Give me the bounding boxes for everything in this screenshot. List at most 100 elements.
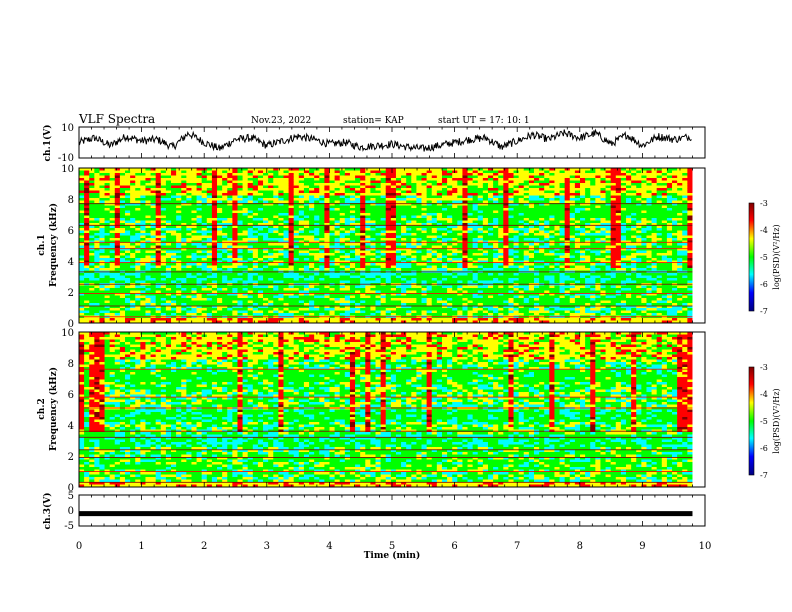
spectrogram-cell xyxy=(278,278,284,281)
spectrogram-cell xyxy=(472,250,479,254)
spectrogram-cell xyxy=(314,225,320,229)
spectrogram-cell xyxy=(411,220,417,224)
spectrogram-cell xyxy=(355,305,361,309)
spectrogram-cell xyxy=(421,308,428,311)
spectrogram-cell xyxy=(355,213,361,216)
spectrogram-cell xyxy=(395,288,402,291)
spectrogram-cell xyxy=(94,178,100,181)
spectrogram-cell xyxy=(298,290,305,294)
spectrogram-cell xyxy=(303,263,310,266)
spectrogram-cell xyxy=(263,190,269,194)
spectrogram-cell xyxy=(467,278,474,281)
spectrogram-cell xyxy=(114,233,121,236)
spectrogram-cell xyxy=(324,183,330,186)
spectrogram-cell xyxy=(293,248,300,251)
spectrogram-cell xyxy=(252,203,259,206)
spectrogram-cell xyxy=(309,198,315,201)
spectrogram-cell xyxy=(385,273,392,276)
spectrogram-cell xyxy=(89,265,95,269)
spectrogram-cell xyxy=(380,168,387,171)
spectrogram-cell xyxy=(268,180,274,184)
spectrogram-cell xyxy=(99,233,105,236)
spectrogram-cell xyxy=(436,203,443,206)
spectrogram-cell xyxy=(140,168,146,171)
spectrogram-cell xyxy=(104,208,111,211)
spectrogram-cell xyxy=(140,170,146,174)
spectrogram-cell xyxy=(436,313,443,316)
spectrogram-cell xyxy=(222,310,228,314)
spectrogram-cell xyxy=(426,170,433,174)
spectrogram-cell xyxy=(462,190,468,194)
spectrogram-cell xyxy=(227,193,233,196)
spectrogram-cell xyxy=(395,320,402,324)
spectrogram-cell xyxy=(217,253,223,256)
spectrogram-cell xyxy=(365,175,371,179)
spectrogram-cell xyxy=(283,260,289,264)
spectrogram-cell xyxy=(339,200,346,204)
spectrogram-cell xyxy=(94,295,100,299)
spectrogram-cell xyxy=(303,228,310,231)
spectrogram-cell xyxy=(201,265,208,269)
spectrogram-cell xyxy=(165,175,172,179)
spectrogram-cell xyxy=(329,280,336,284)
spectrogram-cell xyxy=(477,200,484,204)
spectrogram-cell xyxy=(242,233,249,236)
spectrogram-cell xyxy=(339,248,346,251)
spectrogram-cell xyxy=(257,243,264,246)
spectrogram-cell xyxy=(380,275,387,279)
spectrogram-cell xyxy=(89,225,95,229)
spectrogram-cell xyxy=(421,245,428,249)
spectrogram-cell xyxy=(360,245,366,249)
spectrogram-cell xyxy=(145,210,151,214)
spectrogram-cell xyxy=(109,300,116,304)
spectrogram-cell xyxy=(303,203,310,206)
spectrogram-cell xyxy=(135,195,141,199)
spectrogram-cell xyxy=(329,223,336,226)
spectrogram-cell xyxy=(431,248,438,251)
spectrogram-cell xyxy=(314,238,320,241)
spectrogram-cell xyxy=(130,183,136,186)
spectrogram-cell xyxy=(467,218,474,221)
spectrogram-cell xyxy=(242,318,249,321)
spectrogram-cell xyxy=(160,170,167,174)
spectrogram-cell xyxy=(84,265,90,269)
spectrogram-cell xyxy=(390,250,397,254)
spectrogram-cell xyxy=(380,230,387,234)
spectrogram-cell xyxy=(165,260,172,264)
spectrogram-cell xyxy=(140,293,146,296)
spectrogram-cell xyxy=(293,225,300,229)
spectrogram-cell xyxy=(365,210,371,214)
spectrogram-cell xyxy=(273,258,279,261)
spectrogram-cell xyxy=(94,290,100,294)
spectrogram-cell xyxy=(329,308,336,311)
spectrogram-cell xyxy=(99,313,105,316)
spectrogram-cell xyxy=(334,218,341,221)
spectrogram-cell xyxy=(227,250,233,254)
spectrogram-cell xyxy=(114,173,121,176)
spectrogram-cell xyxy=(385,185,392,189)
spectrogram-cell xyxy=(477,175,484,179)
spectrogram-cell xyxy=(411,318,417,321)
spectrogram-cell xyxy=(191,243,197,246)
spectrogram-cell xyxy=(441,303,448,306)
spectrogram-cell xyxy=(339,218,346,221)
spectrogram-cell xyxy=(176,210,182,214)
spectrogram-cell xyxy=(360,320,366,324)
spectrogram-cell xyxy=(395,293,402,296)
spectrogram-cell xyxy=(370,185,376,189)
spectrogram-cell xyxy=(201,313,208,316)
spectrogram-cell xyxy=(191,223,197,226)
spectrogram-cell xyxy=(324,218,330,221)
spectrogram-cell xyxy=(89,313,95,316)
spectrogram-cell xyxy=(186,233,192,236)
spectrogram-cell xyxy=(319,300,325,304)
spectrogram-cell xyxy=(447,198,453,201)
spectrogram-cell xyxy=(293,300,300,304)
spectrogram-cell xyxy=(130,268,136,271)
spectrogram-cell xyxy=(186,185,192,189)
spectrogram-cell xyxy=(370,258,376,261)
spectrogram-cell xyxy=(293,228,300,231)
spectrogram-cell xyxy=(171,303,177,306)
spectrogram-cell xyxy=(79,313,85,316)
spectrogram-cell xyxy=(232,180,238,184)
